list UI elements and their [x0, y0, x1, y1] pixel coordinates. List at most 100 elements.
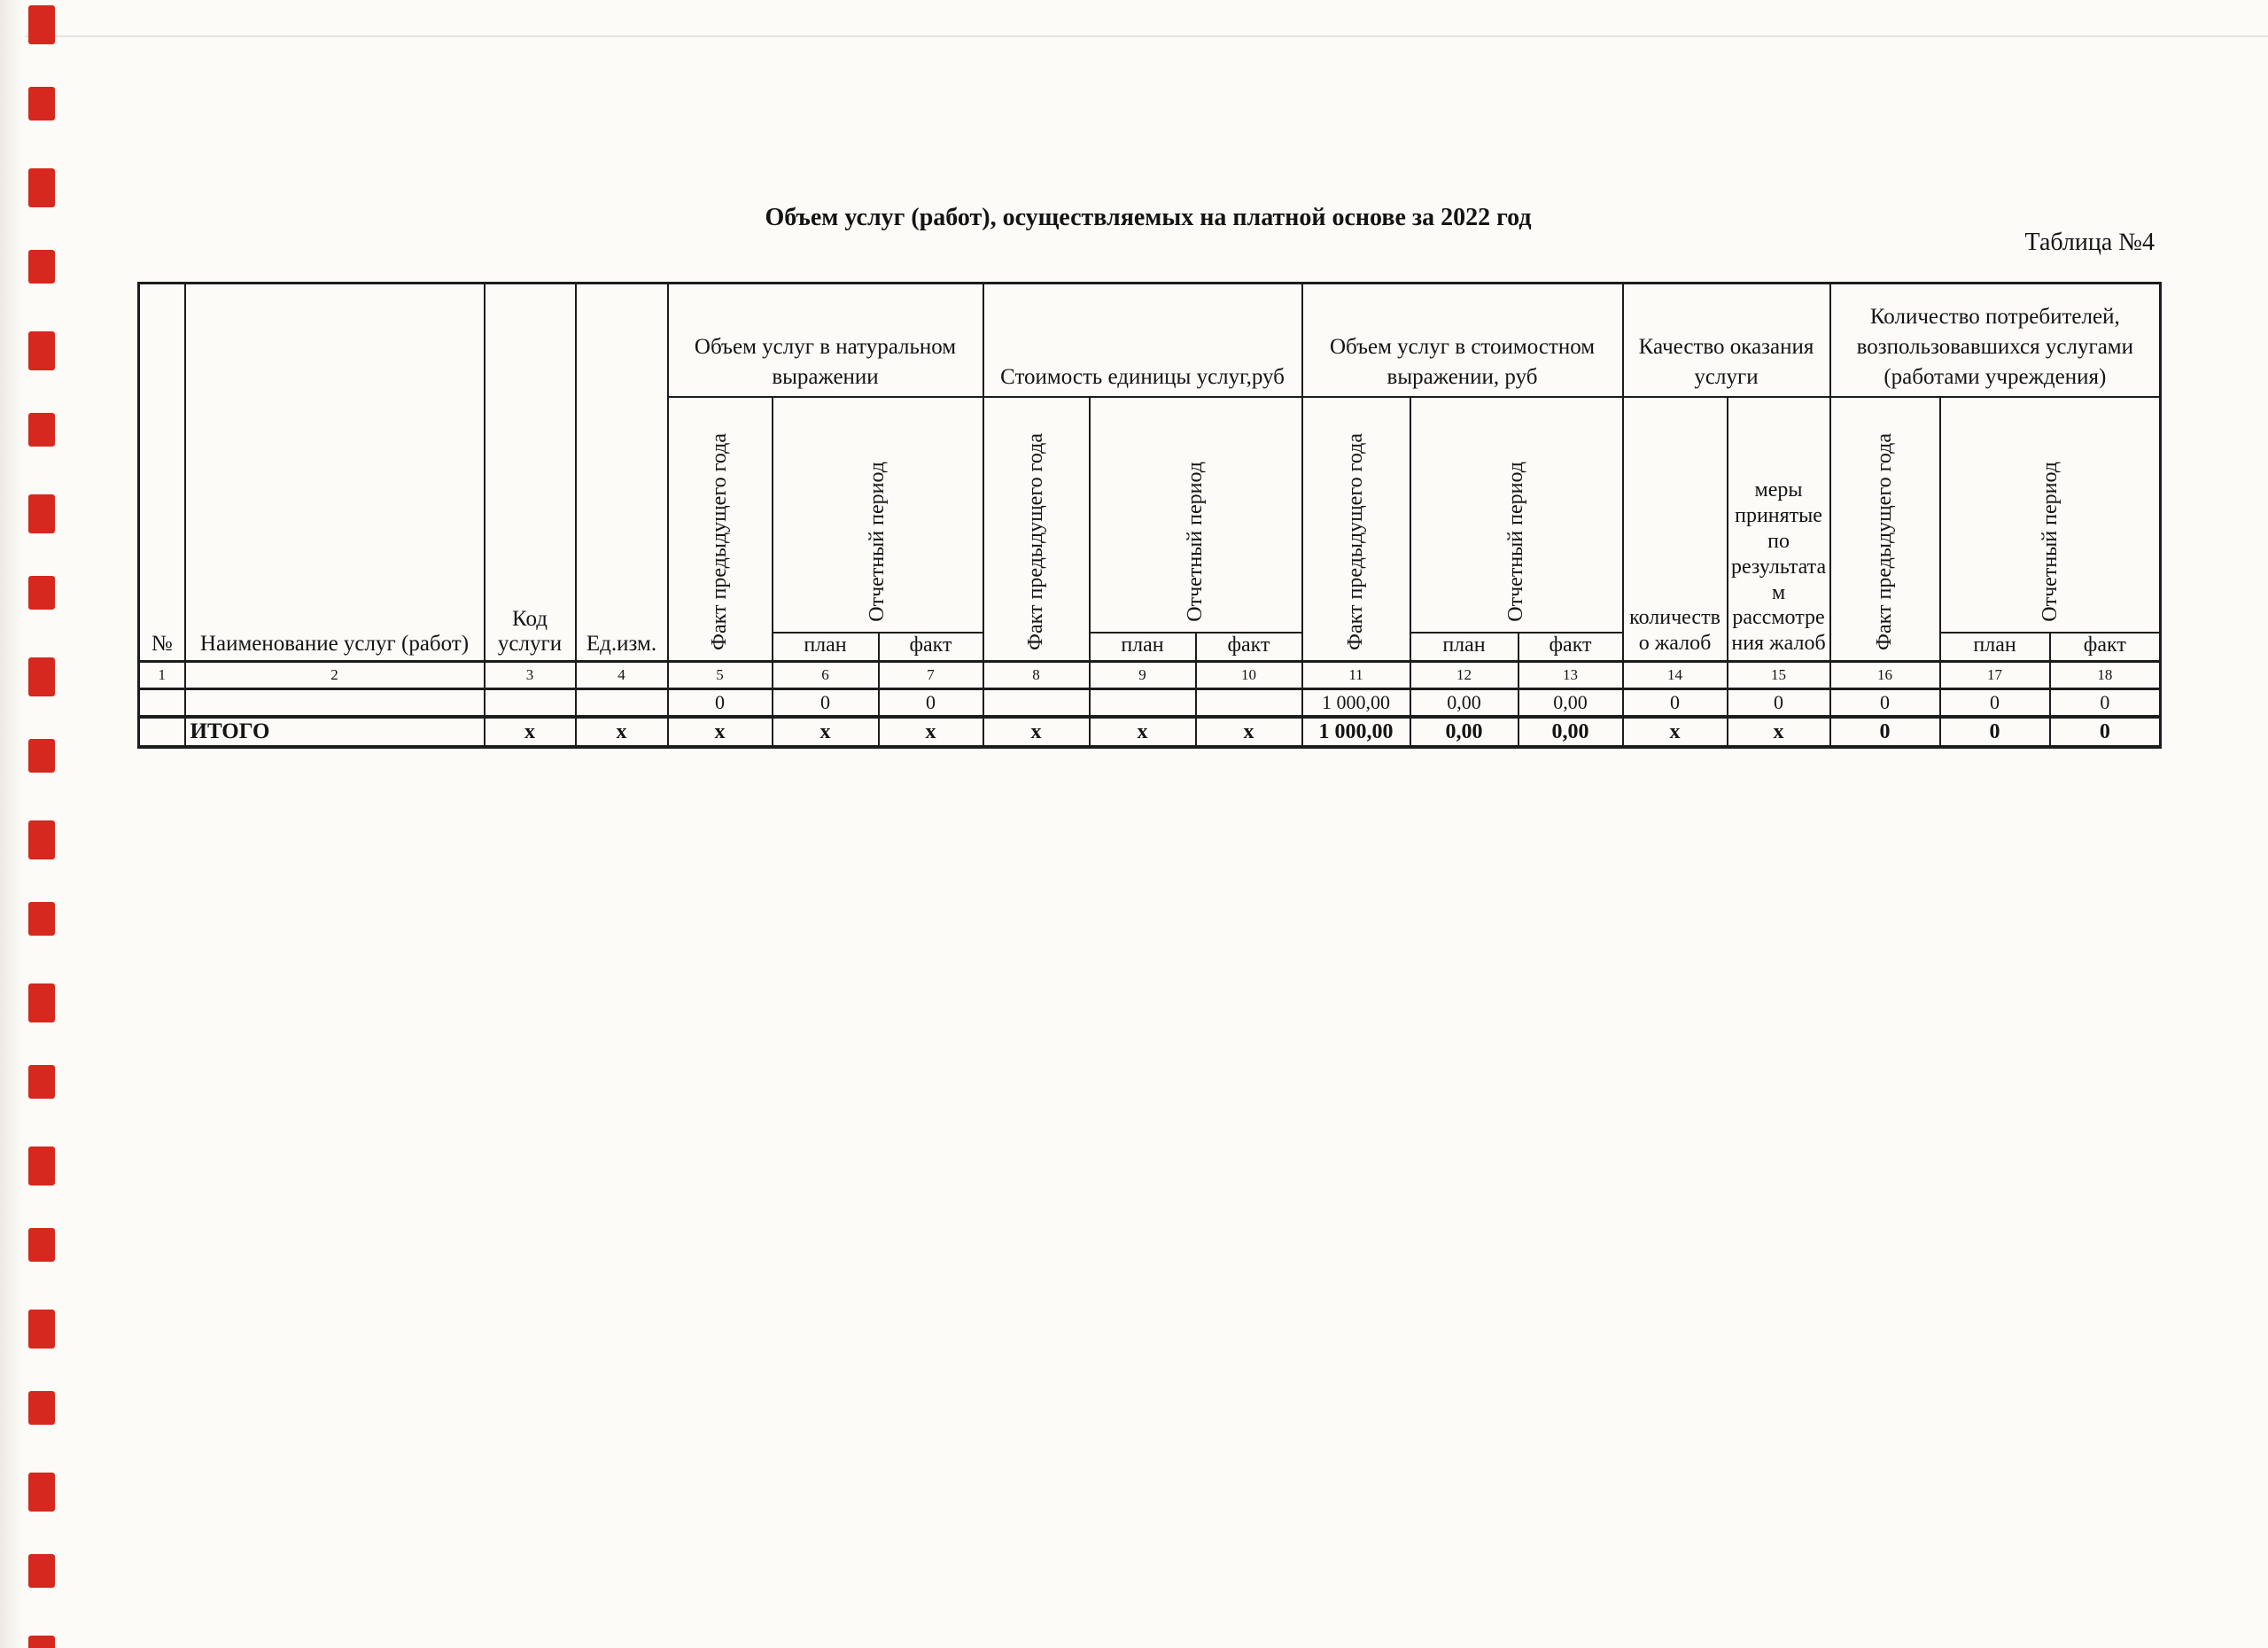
header-line: выражении — [772, 364, 879, 389]
total-cell-14: x — [1621, 715, 1728, 749]
col-num-14: 14 — [1621, 660, 1728, 690]
scan-edge-mark — [28, 5, 55, 44]
header-period-cost: Отчетный период — [1409, 395, 1624, 634]
header-line: по — [1767, 530, 1790, 554]
header-line: количеств — [1629, 606, 1720, 630]
total-row: ИТОГО x x x x x x x x 1 000,00 0,00 0,00… — [137, 715, 2162, 749]
col-num-2: 2 — [183, 660, 485, 690]
col-header-unit: Ед.изм. — [574, 282, 669, 663]
total-cell-13: 0,00 — [1517, 715, 1624, 749]
data-row: 0 0 0 1 000,00 0,00 0,00 0 0 0 0 0 — [137, 688, 2162, 718]
header-line: Качество оказания — [1638, 335, 1814, 359]
scan-edge-mark — [28, 1473, 55, 1512]
total-cell-11: 1 000,00 — [1301, 715, 1411, 749]
header-line: возпользовавшихся услугами — [1856, 335, 2134, 359]
table-caption: Таблица №4 — [2024, 229, 2155, 256]
scan-edge-mark — [28, 983, 55, 1022]
header-complaints-count: количеств о жалоб — [1621, 395, 1728, 663]
scan-edge-mark — [28, 820, 55, 859]
col-num-10: 10 — [1194, 660, 1303, 690]
scan-edge-mark — [28, 1391, 55, 1425]
header-line: результата — [1730, 555, 1827, 579]
header-line: о жалоб — [1638, 632, 1712, 656]
sub-header-row: Факт предыдущего года Отчетный период Фа… — [139, 395, 2162, 663]
scan-edge-mark — [28, 902, 55, 936]
total-cell-unit: x — [574, 715, 669, 749]
header-fact-unit-cost: факт — [1194, 631, 1303, 663]
header-line: рассмотре — [1732, 606, 1825, 630]
scan-edge-mark — [28, 168, 55, 207]
scan-edge-mark — [28, 1228, 55, 1262]
col-num-13: 13 — [1517, 660, 1624, 690]
col-num-3: 3 — [483, 660, 577, 690]
scan-edge-mark — [28, 87, 55, 120]
header-period-natural: Отчетный период — [771, 395, 984, 634]
header-fact-consumers: факт — [2048, 631, 2162, 663]
header-line: ния жалоб — [1731, 632, 1826, 656]
scan-edge-mark — [28, 1065, 55, 1099]
col-num-16: 16 — [1829, 660, 1941, 690]
data-cell-9 — [1088, 688, 1197, 718]
col-num-9: 9 — [1088, 660, 1197, 690]
data-cell-11: 1 000,00 — [1301, 688, 1411, 718]
header-plan-cost: план — [1409, 631, 1519, 663]
header-line: принятые — [1735, 504, 1822, 528]
scan-edge-mark — [28, 1636, 55, 1648]
col-num-5: 5 — [666, 660, 773, 690]
group-header-row: № Наименование услуг (работ) Код услуги Е… — [137, 282, 2162, 663]
header-plan-natural: план — [771, 631, 880, 663]
col-num-18: 18 — [2048, 660, 2162, 690]
header-line: Код — [512, 607, 548, 631]
scan-edge-mark — [28, 1554, 55, 1588]
header-line: услуги — [1694, 364, 1759, 389]
scan-edge-mark — [28, 494, 55, 533]
header-complaint-measures: меры принятые по результата м рассмотре ния жа… — [1726, 395, 1831, 663]
header-line: м — [1771, 580, 1786, 604]
total-cell-no — [137, 715, 186, 749]
col-num-12: 12 — [1409, 660, 1519, 690]
header-line: Количество потребителей, — [1869, 305, 2120, 330]
col-num-17: 17 — [1938, 660, 2051, 690]
scan-edge-mark — [28, 250, 55, 284]
group-header-quality: Качество оказания услуги — [1621, 282, 1831, 398]
total-label: ИТОГО — [183, 715, 485, 749]
col-header-service-name: Наименование услуг (работ) — [183, 282, 485, 663]
scan-edge-mark — [28, 1310, 55, 1349]
data-cell-8 — [982, 688, 1091, 718]
plan-fact-row: план факт план факт план факт план факт — [139, 631, 2162, 663]
document-title: Объем услуг (работ), осуществляемых на п… — [765, 204, 1532, 231]
total-cell-9: x — [1088, 715, 1197, 749]
data-cell-16: 0 — [1829, 688, 1941, 718]
header-period-unit-cost: Отчетный период — [1088, 395, 1303, 634]
header-line: Стоимость единицы услуг,руб — [1000, 364, 1285, 389]
data-cell-10 — [1194, 688, 1303, 718]
total-cell-16: 0 — [1829, 715, 1941, 749]
header-line: услуги — [497, 632, 563, 656]
header-fact-prev-natural: Факт предыдущего года — [666, 395, 773, 663]
header-fact-prev-unit-cost: Факт предыдущего года — [982, 395, 1091, 663]
header-fact-natural: факт — [877, 631, 984, 663]
col-num-6: 6 — [771, 660, 880, 690]
col-num-8: 8 — [982, 660, 1091, 690]
header-fact-prev-consumers: Факт предыдущего года — [1829, 395, 1941, 663]
data-cell-no — [137, 688, 186, 718]
header-plan-unit-cost: план — [1088, 631, 1197, 663]
data-cell-15: 0 — [1726, 688, 1831, 718]
total-cell-8: x — [982, 715, 1091, 749]
data-cell-name — [183, 688, 485, 718]
header-line: меры — [1754, 478, 1803, 502]
group-header-consumers: Количество потребителей, возпользовавшихс… — [1829, 282, 2162, 398]
total-cell-7: x — [877, 715, 984, 749]
data-cell-code — [483, 688, 577, 718]
scan-edge-mark — [28, 657, 55, 696]
scan-edge-mark — [28, 331, 55, 370]
col-num-15: 15 — [1726, 660, 1831, 690]
col-num-11: 11 — [1301, 660, 1411, 690]
header-fact-prev-cost: Факт предыдущего года — [1301, 395, 1411, 663]
total-cell-12: 0,00 — [1409, 715, 1519, 749]
data-cell-17: 0 — [1938, 688, 2051, 718]
data-cell-13: 0,00 — [1517, 688, 1624, 718]
data-cell-14: 0 — [1621, 688, 1728, 718]
services-report-table: № Наименование услуг (работ) Код услуги Е… — [137, 282, 2163, 749]
